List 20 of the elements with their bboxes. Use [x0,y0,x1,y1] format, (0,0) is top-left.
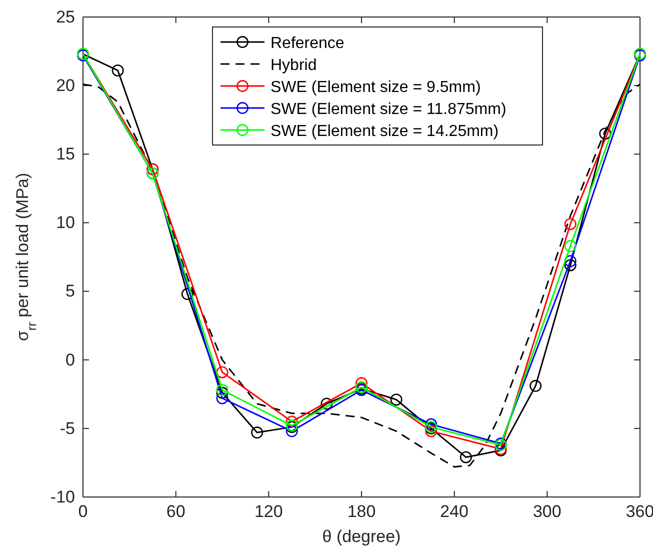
y-tick-label: -10 [50,487,75,506]
y-tick-label: 0 [66,350,75,370]
y-tick-label: 5 [66,282,75,301]
legend-label: Hybrid [270,57,317,74]
legend-label: Reference [270,35,344,52]
y-tick-label: 15 [56,144,75,164]
legend-label: SWE (Element size = 11.875mm) [270,101,506,118]
x-tick-label: 60 [166,502,186,522]
x-axis-title: θ (degree) [322,527,401,546]
y-tick-label: -5 [60,418,75,438]
y-tick-label: 20 [56,76,75,96]
x-tick-label: 300 [532,502,562,522]
legend-label: SWE (Element size = 14.25mm) [270,123,499,140]
x-tick-label: 240 [440,502,469,522]
y-tick-label: 25 [56,7,75,26]
x-tick-label: 120 [254,502,283,522]
y-tick-label: 10 [56,213,75,232]
legend-label: SWE (Element size = 9.5mm) [270,79,481,96]
x-tick-label: 0 [78,502,88,522]
x-tick-label: 180 [347,502,376,522]
